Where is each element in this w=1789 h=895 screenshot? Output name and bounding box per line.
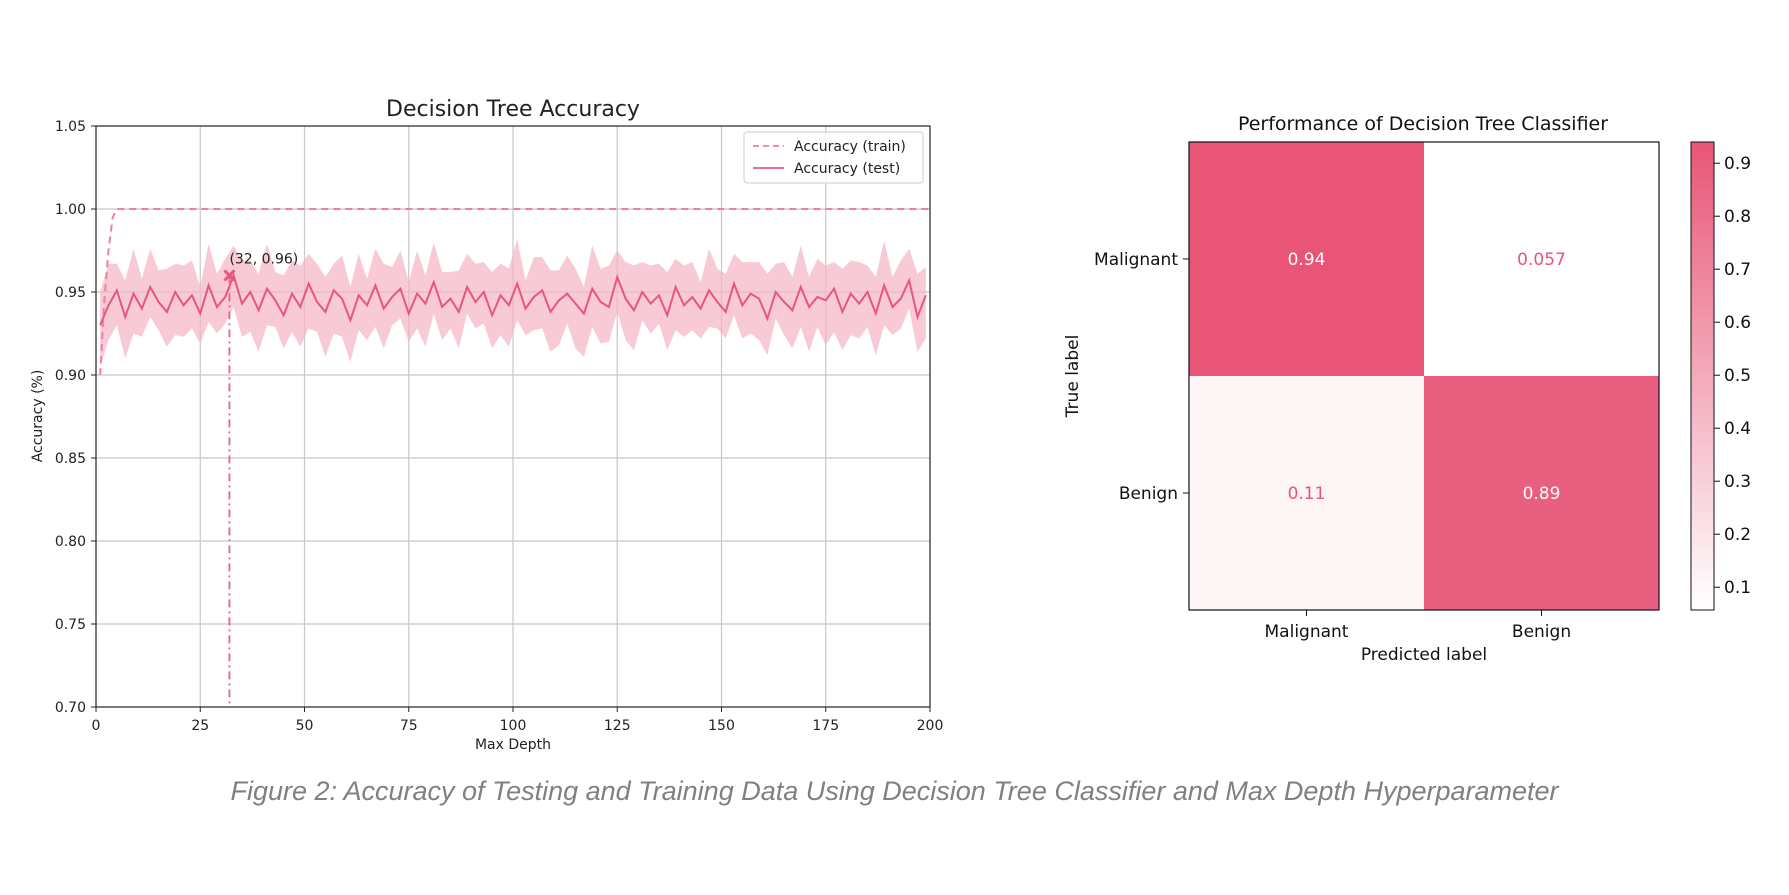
legend-box [743, 131, 924, 184]
colorbar-tick-label: 0.6 [1724, 313, 1751, 333]
figure: Decision Tree Accuracy (32, 0.96) 0 25 50 7… [30, 97, 1751, 753]
cm-x-tick-label: Malignant [1265, 622, 1349, 642]
y-tick-label: 1.00 [55, 202, 86, 218]
confusion-matrix-chart: Performance of Decision Tree Classifier … [1063, 113, 1751, 665]
line-chart-x-ticks: 0 25 50 75 100 125 150 175 200 [92, 707, 944, 734]
colorbar-tick-label: 0.4 [1724, 419, 1751, 439]
x-tick-label: 200 [917, 718, 944, 734]
best-depth-label: (32, 0.96) [229, 251, 298, 267]
colorbar-tick-label: 0.1 [1724, 578, 1751, 598]
cm-y-tick-label: Malignant [1094, 250, 1178, 270]
x-tick-label: 25 [191, 718, 209, 734]
x-tick-label: 150 [708, 718, 735, 734]
confusion-cell-value: 0.94 [1288, 250, 1326, 270]
cm-x-tick-label: Benign [1512, 622, 1571, 642]
line-chart-grid [96, 126, 930, 707]
colorbar-gradient [1690, 141, 1715, 611]
colorbar-tick-label: 0.7 [1724, 260, 1751, 280]
confusion-cell-value: 0.11 [1288, 484, 1326, 504]
y-tick-label: 0.95 [55, 285, 86, 301]
y-tick-label: 0.70 [55, 700, 86, 716]
figure-caption: Figure 2: Accuracy of Testing and Traini… [230, 776, 1559, 806]
y-tick-label: 1.05 [55, 119, 86, 135]
colorbar-tick-label: 0.5 [1724, 366, 1751, 386]
colorbar: 0.1 0.2 0.3 0.4 0.5 0.6 0.7 0.8 0.9 [1690, 141, 1751, 611]
y-tick-label: 0.80 [55, 534, 86, 550]
x-tick-label: 0 [92, 718, 101, 734]
line-chart-y-axis-label: Accuracy (%) [30, 370, 46, 463]
colorbar-tick-label: 0.8 [1724, 207, 1751, 227]
confusion-cell [1189, 142, 1424, 376]
test-accuracy-line [99, 272, 927, 326]
line-chart-x-axis-label: Max Depth [475, 737, 551, 753]
confusion-matrix-frame [1188, 141, 1660, 611]
y-tick-label: 0.90 [55, 368, 86, 384]
confusion-matrix-x-axis-label: Predicted label [1361, 645, 1487, 665]
line-chart-legend: Accuracy (train) Accuracy (test) [743, 131, 924, 184]
test-accuracy-band [100, 238, 926, 367]
x-tick-label: 50 [296, 718, 314, 734]
confusion-cell [1424, 376, 1659, 610]
line-chart-title: Decision Tree Accuracy [386, 97, 640, 122]
confusion-cell [1189, 376, 1424, 610]
best-depth-marker [223, 269, 236, 282]
y-tick-label: 0.75 [55, 617, 86, 633]
x-tick-label: 125 [604, 718, 631, 734]
legend-test-label: Accuracy (test) [794, 161, 900, 177]
x-tick-label: 175 [812, 718, 839, 734]
confusion-cell [1424, 142, 1659, 376]
train-accuracy-line [99, 208, 930, 376]
confusion-matrix-title: Performance of Decision Tree Classifier [1238, 113, 1608, 135]
confusion-matrix-y-axis-label: True label [1063, 335, 1083, 419]
colorbar-tick-label: 0.9 [1724, 154, 1751, 174]
y-tick-label: 0.85 [55, 451, 86, 467]
line-chart-y-ticks: 0.70 0.75 0.80 0.85 0.90 0.95 1.00 1.05 [55, 119, 96, 716]
colorbar-tick-label: 0.2 [1724, 525, 1751, 545]
cm-y-tick-label: Benign [1119, 484, 1178, 504]
confusion-cell-value: 0.057 [1517, 250, 1566, 270]
colorbar-tick-label: 0.3 [1724, 472, 1751, 492]
accuracy-line-chart: Decision Tree Accuracy (32, 0.96) 0 25 50 7… [30, 97, 943, 753]
confusion-cell-value: 0.89 [1523, 484, 1561, 504]
x-tick-label: 75 [400, 718, 418, 734]
legend-train-label: Accuracy (train) [794, 139, 906, 155]
x-tick-label: 100 [500, 718, 527, 734]
